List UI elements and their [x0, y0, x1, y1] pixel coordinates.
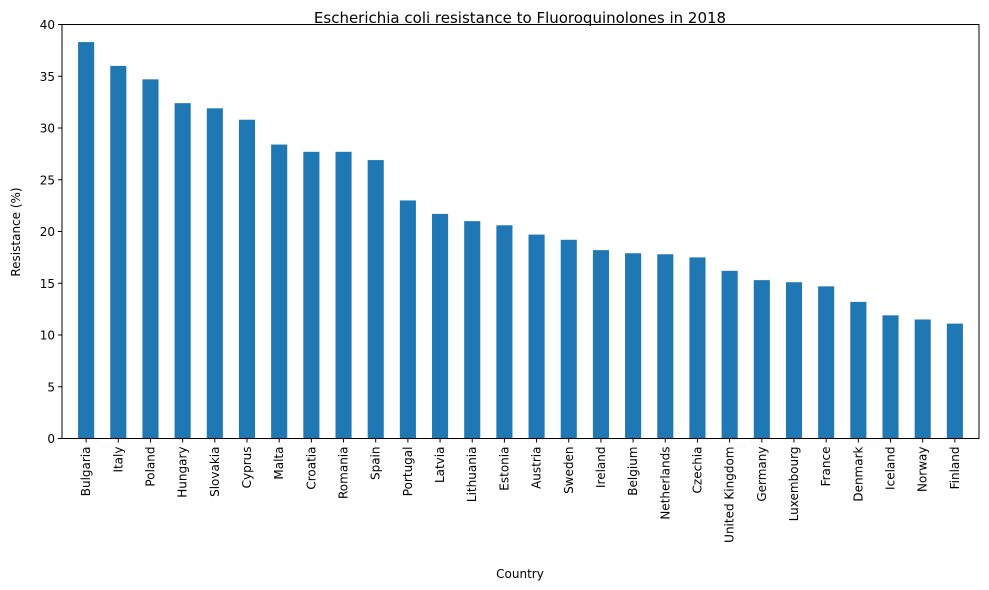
y-tick-label: 10 [40, 329, 55, 343]
bar-hungary [174, 103, 191, 439]
x-tick-label: Slovakia [208, 447, 222, 497]
bar-france [818, 286, 835, 439]
bar-germany [753, 280, 770, 439]
x-tick-label: Portugal [401, 447, 415, 497]
y-axis-label: Resistance (%) [9, 187, 23, 276]
x-tick-label: Netherlands [658, 447, 672, 520]
bar-belgium [625, 253, 642, 439]
bar-czechia [689, 257, 706, 439]
bar-italy [110, 65, 127, 439]
bar-austria [528, 234, 545, 439]
bar-portugal [399, 200, 416, 439]
x-tick-label: Romania [337, 447, 351, 499]
bar-romania [335, 151, 352, 439]
bar-norway [914, 319, 931, 439]
y-tick-label: 30 [40, 122, 55, 136]
bar-malta [271, 144, 288, 439]
bar-spain [367, 160, 384, 439]
x-tick-label: Iceland [884, 447, 898, 490]
bar-latvia [432, 213, 449, 439]
bar-iceland [882, 315, 899, 439]
x-tick-label: Malta [272, 447, 286, 480]
bar-luxembourg [785, 282, 803, 439]
bar-bulgaria [78, 42, 95, 439]
x-tick-label: Norway [916, 447, 930, 493]
bar-netherlands [657, 254, 674, 439]
y-tick-label: 5 [47, 380, 55, 394]
x-tick-label: Lithuania [465, 446, 479, 502]
x-tick-label: Finland [948, 447, 962, 490]
bar-slovakia [206, 108, 223, 439]
bar-croatia [303, 151, 320, 439]
y-axis: 0 5 10 15 20 25 30 35 40 [40, 18, 62, 446]
x-tick-label: Ireland [594, 447, 608, 489]
bar-lithuania [464, 221, 481, 439]
bar-denmark [850, 301, 867, 439]
x-tick-label: Poland [143, 447, 157, 487]
x-tick-label: Czechia [690, 447, 704, 494]
y-tick-label: 20 [40, 225, 55, 239]
x-tick-label: Luxembourg [787, 447, 801, 522]
x-tick-label: Germany [755, 447, 769, 502]
x-axis-label: Country [496, 567, 544, 581]
bar-cyprus [238, 119, 256, 439]
x-tick-label: Croatia [304, 447, 318, 490]
bar-finland [946, 323, 963, 439]
bar-sweden [560, 239, 577, 439]
x-tick-label: Italy [111, 447, 125, 473]
x-tick-label: Spain [369, 447, 383, 481]
y-tick-label: 40 [40, 18, 55, 32]
plot-frame [61, 24, 980, 439]
x-tick-label: Estonia [497, 447, 511, 491]
x-tick-label: Sweden [562, 447, 576, 494]
bar-united-kingdom [721, 270, 738, 439]
y-tick-label: 15 [40, 277, 55, 291]
x-tick-label: Cyprus [240, 447, 254, 489]
y-tick-label: 25 [40, 173, 55, 187]
x-tick-label: Hungary [176, 447, 190, 498]
x-tick-label: Austria [530, 447, 544, 489]
x-tick-label: United Kingdom [723, 447, 737, 543]
x-tick-label: Belgium [626, 447, 640, 496]
chart-title: Escherichia coli resistance to Fluoroqui… [314, 9, 726, 27]
x-axis: Bulgaria Italy Poland Hungary Slovakia Cyprus… [79, 438, 962, 543]
bars-group [78, 42, 963, 439]
bar-poland [142, 79, 159, 439]
y-tick-label: 35 [40, 70, 55, 84]
x-tick-label: Denmark [851, 446, 865, 501]
x-tick-label: France [819, 447, 833, 487]
x-tick-label: Bulgaria [79, 447, 93, 497]
bar-ireland [592, 250, 609, 439]
y-tick-label: 0 [47, 432, 55, 446]
bar-estonia [496, 225, 513, 439]
x-tick-label: Latvia [433, 447, 447, 484]
